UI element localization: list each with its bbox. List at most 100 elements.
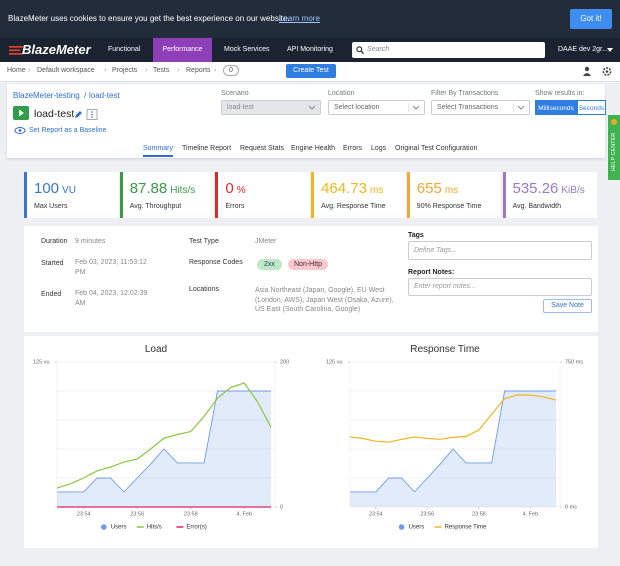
stat-unit: ms (369, 185, 384, 196)
project-link[interactable]: BlazeMeter-testing (13, 91, 80, 100)
location-placeholder: Select location (334, 104, 380, 111)
search-icon (356, 46, 364, 54)
ended-label: Ended (41, 291, 62, 298)
report-tab[interactable]: Logs (371, 145, 387, 152)
stat-card: 535.26 KiB/s Avg. Bandwidth (502, 172, 597, 218)
nav-tab[interactable]: Mock Services (224, 46, 270, 53)
code-pill: 2xx (257, 259, 282, 270)
report-tab[interactable]: Errors (343, 145, 363, 152)
stat-value: 464.73 ms (321, 180, 383, 197)
notes-label: Report Notes: (408, 269, 455, 276)
ended: Feb 04, 2023, 12:02:39 AM (75, 290, 148, 307)
duration: 9 minutes (75, 238, 106, 245)
save-note-button[interactable]: Save Note (543, 299, 592, 313)
legend-label: Hits/s (147, 525, 162, 531)
stat-label: Avg. Throughput (129, 203, 182, 210)
stat-card: 0% Errors (215, 172, 310, 218)
report-tab[interactable]: Original Test Configuration (395, 145, 478, 152)
breadcrumb-item[interactable]: Projects (112, 67, 138, 74)
x-tick-label: 23:56 (130, 511, 144, 517)
stat-number: 655 (416, 180, 442, 197)
results-option[interactable]: Milliseconds (535, 100, 577, 115)
filter-select[interactable]: Select Transactions (431, 100, 530, 115)
run-button[interactable] (13, 106, 29, 120)
stat-number: 100 (34, 180, 60, 197)
report-tab[interactable]: Summary (143, 145, 173, 157)
x-tick-label: 23:58 (184, 511, 198, 517)
notes-placeholder: Enter report notes... (414, 283, 476, 290)
breadcrumb-chevron: › (28, 67, 31, 74)
charts-panel (24, 336, 598, 548)
location-select[interactable]: Select location (328, 100, 425, 115)
breadcrumb-item[interactable]: Reports (186, 67, 211, 74)
test-link[interactable]: load-test (89, 91, 120, 100)
chart-title: Response Time (410, 344, 480, 355)
stat-unit: VU (62, 185, 76, 196)
logo[interactable]: BlazeMeter (22, 42, 91, 57)
series-line (56, 382, 272, 489)
y2-tick-label: 0 ms (565, 504, 577, 510)
report-tab[interactable]: Request Stats (240, 145, 284, 152)
nav-tab[interactable]: Performance (153, 38, 212, 62)
report-tabs: Summary Timeline Report Request Stats Engin… (7, 145, 605, 158)
stat-label: Avg. Response Time (321, 203, 386, 210)
stat-value: 655 ms (417, 180, 458, 197)
stat-label: Max Users (34, 203, 68, 210)
stat-unit: Hits/s (170, 185, 196, 196)
scenario-select: load-test (221, 100, 321, 115)
account[interactable]: DAAE dev 2gr... (558, 46, 608, 53)
legend-label: Error(s) (186, 525, 206, 531)
filter-label: Filter By Transactions (431, 90, 499, 97)
y2-tick-label: 750 ms (565, 359, 583, 365)
stat-number: 464.73 (321, 180, 367, 197)
stat-unit: ms (444, 185, 459, 196)
started: Feb 03, 2023, 11:53:12 PM (75, 259, 147, 276)
breadcrumb-item[interactable]: Tests (153, 67, 170, 74)
nav-tab[interactable]: Functional (108, 46, 141, 53)
x-tick-label: 23:58 (472, 511, 486, 517)
breadcrumb-item[interactable]: Home (7, 67, 26, 74)
details-panel: Duration 9 minutes Started Feb 03, 2023,… (24, 226, 598, 332)
stat-number: 535.26 (512, 180, 559, 197)
search-box[interactable]: Search (352, 42, 545, 58)
stat-card: 464.73 ms Avg. Response Time (311, 172, 406, 218)
nav-tab[interactable]: API Monitoring (287, 46, 333, 53)
cookie-text: BlazeMeter uses cookies to ensure you ge… (8, 14, 290, 23)
locations-label: Locations (189, 286, 219, 293)
stat-label: Errors (225, 203, 245, 210)
navbar: BlazeMeter Functional Performance Mock Ser… (0, 38, 620, 62)
report-tab[interactable]: Timeline Report (182, 145, 232, 152)
breadcrumb-bar: Home › Default workspace › Projects › Tests › Re… (0, 62, 620, 82)
stat-card: 100 VU Max Users (24, 172, 119, 218)
stat-label: 90% Response Time (416, 203, 482, 210)
report-tab[interactable]: Engine Health (291, 145, 335, 152)
learn-more[interactable]: Learn more (279, 14, 320, 23)
account-caret (607, 48, 613, 52)
baseline-icon (14, 127, 26, 134)
reports-count: 0 (223, 65, 239, 76)
legend-label: Response Time (445, 525, 487, 531)
baseline-link[interactable]: Set Report as a Baseline (29, 127, 107, 134)
stat-label: Avg. Bandwidth (512, 203, 562, 210)
started-label: Started (41, 260, 64, 267)
series-line (57, 390, 271, 493)
legend-label: Users (409, 525, 425, 531)
y-tick-label: 125 vu (33, 359, 50, 365)
help-center-tab[interactable]: HELP CENTER (608, 115, 620, 180)
stat-value: 0% (225, 180, 245, 197)
breadcrumb-item[interactable]: Default workspace (37, 67, 95, 74)
stat-card: 87.88 Hits/s Avg. Throughput (119, 172, 215, 218)
locations: Asia Northeast (Japan, Google), EU West … (255, 287, 394, 313)
toolbar-icons (583, 66, 612, 76)
got-it-button[interactable]: Got it! (570, 9, 612, 29)
breadcrumb-chevron: › (104, 67, 107, 74)
legend-label: Users (111, 525, 127, 531)
create-test-button[interactable]: Create Test (286, 64, 336, 78)
chart-title: Load (145, 344, 167, 355)
stat-value: 535.26 KiB/s (513, 180, 585, 197)
tags-input[interactable]: Define Tags... (408, 241, 592, 260)
tags-placeholder: Define Tags... (414, 247, 457, 254)
results-option[interactable]: Seconds (577, 100, 606, 115)
notes-input[interactable]: Enter report notes... (408, 278, 592, 296)
